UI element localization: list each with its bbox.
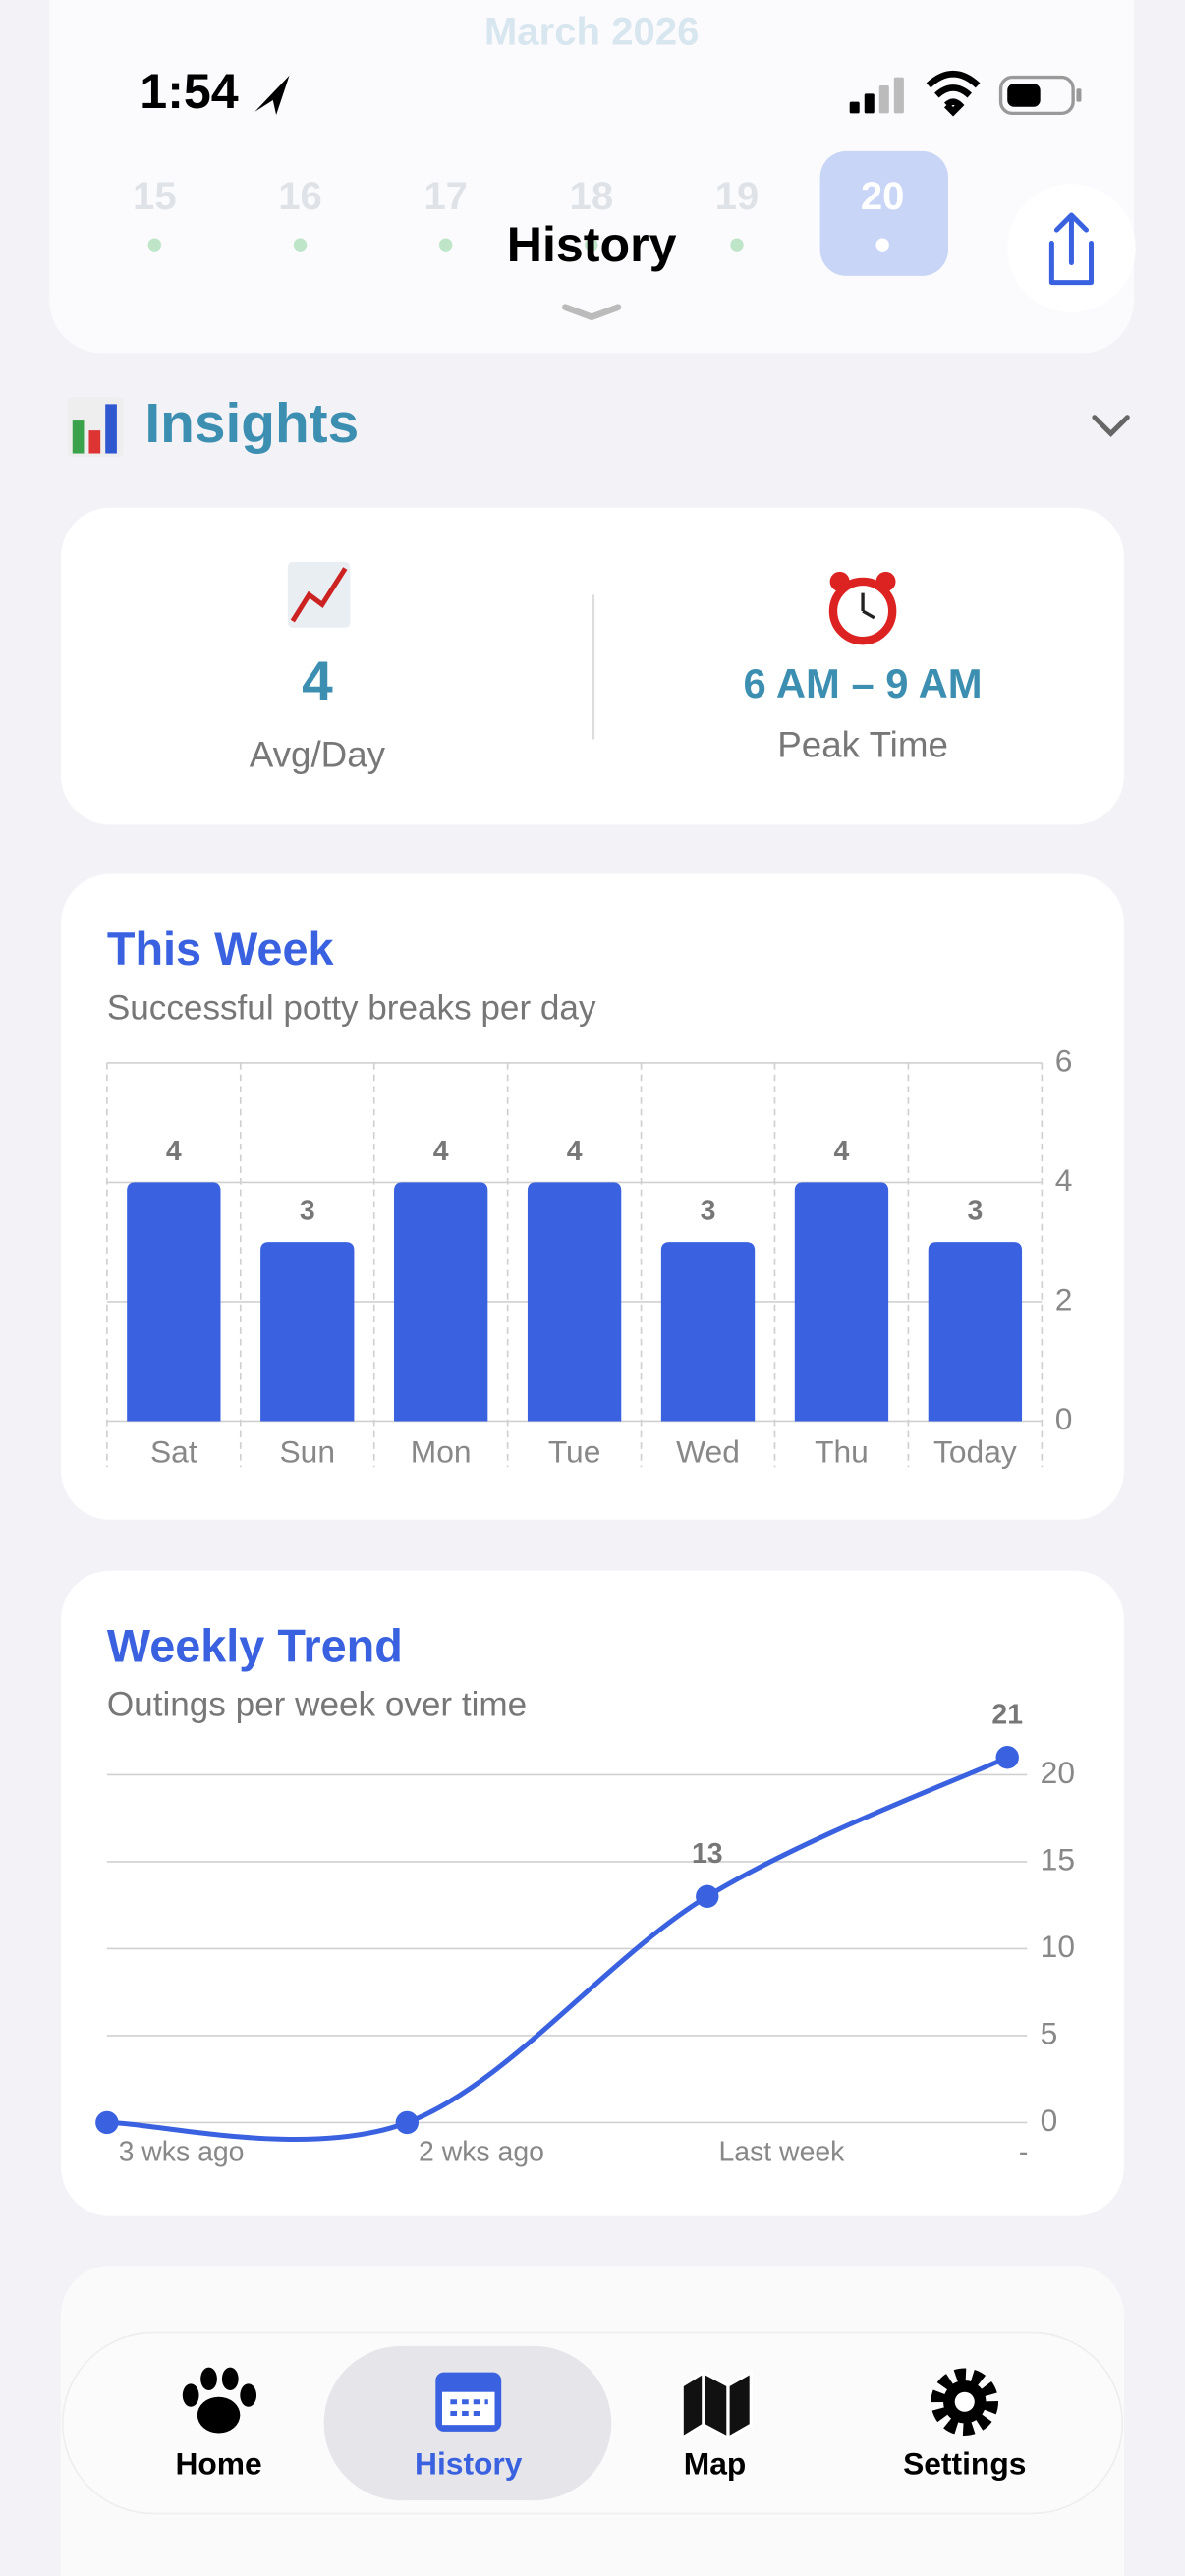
calendar-month: March 2026 bbox=[484, 10, 700, 54]
calendar-icon bbox=[435, 2372, 502, 2432]
y-tick-label: 0 bbox=[1041, 2102, 1058, 2138]
bar bbox=[794, 1182, 889, 1422]
paw-icon bbox=[182, 2367, 257, 2434]
y-tick-label: 10 bbox=[1041, 1929, 1075, 1964]
trend-card bbox=[61, 1570, 1124, 2216]
header-title: History bbox=[507, 217, 677, 272]
bar bbox=[260, 1242, 355, 1422]
trend-line bbox=[106, 1755, 1009, 2143]
chart-subtitle: Successful potty breaks per day bbox=[107, 989, 596, 1028]
collapse-handle[interactable] bbox=[562, 304, 622, 321]
calendar-dot bbox=[875, 238, 889, 252]
y-tick-label: 6 bbox=[1055, 1042, 1073, 1078]
x-tick-label: Thu bbox=[815, 1433, 869, 1469]
share-button[interactable] bbox=[1007, 184, 1136, 312]
calendar-dot bbox=[585, 238, 598, 252]
data-label: 13 bbox=[692, 1838, 723, 1870]
insights-toggle[interactable] bbox=[1092, 415, 1130, 438]
data-label: 3 bbox=[701, 1196, 716, 1227]
y-tick-label: 5 bbox=[1041, 2015, 1058, 2050]
calendar-day: 20 bbox=[861, 174, 905, 218]
bar bbox=[928, 1242, 1023, 1422]
data-label: 4 bbox=[567, 1136, 583, 1167]
x-tick-label: Tue bbox=[548, 1433, 601, 1469]
battery-icon bbox=[998, 75, 1082, 116]
y-tick-label: 20 bbox=[1041, 1755, 1075, 1790]
calendar-day: 17 bbox=[423, 174, 468, 218]
y-tick-label: 4 bbox=[1055, 1162, 1073, 1198]
x-tick-label: Sat bbox=[150, 1433, 198, 1469]
x-tick-label: 2 wks ago bbox=[419, 2137, 544, 2168]
x-tick-label: Wed bbox=[676, 1433, 740, 1469]
map-icon bbox=[680, 2369, 754, 2441]
point bbox=[696, 1884, 719, 1909]
tab-label[interactable]: History bbox=[415, 2445, 523, 2481]
y-tick-label: 15 bbox=[1041, 1841, 1075, 1876]
data-label: 3 bbox=[967, 1196, 983, 1227]
point bbox=[395, 2110, 420, 2135]
calendar-dot bbox=[438, 238, 453, 252]
tab-label[interactable]: Map bbox=[684, 2445, 747, 2481]
tab-label[interactable]: Home bbox=[175, 2445, 261, 2481]
signal-icon bbox=[849, 77, 904, 114]
selected-day bbox=[819, 150, 949, 276]
bar bbox=[660, 1242, 756, 1422]
wifi-icon bbox=[926, 70, 981, 117]
avg-value: 4 bbox=[302, 650, 333, 712]
insights-title: Insights bbox=[144, 393, 359, 455]
x-tick-label: 3 wks ago bbox=[119, 2137, 245, 2168]
chart-title: This Week bbox=[107, 924, 335, 975]
data-label: 4 bbox=[166, 1136, 182, 1167]
x-tick-label: - bbox=[1019, 2137, 1028, 2168]
data-label: 21 bbox=[991, 1699, 1023, 1730]
point bbox=[995, 1746, 1019, 1769]
gear-icon bbox=[931, 2368, 999, 2436]
calendar-day: 18 bbox=[570, 174, 614, 218]
x-tick-label: Today bbox=[933, 1433, 1017, 1469]
insights-icon bbox=[67, 397, 124, 457]
x-tick-label: Mon bbox=[411, 1433, 472, 1469]
data-label: 4 bbox=[433, 1136, 449, 1167]
calendar-dot bbox=[147, 238, 162, 252]
status-time: 1:54 bbox=[140, 64, 238, 119]
calendar-dot bbox=[293, 238, 308, 252]
clock-emoji bbox=[828, 571, 897, 645]
calendar-day: 16 bbox=[278, 174, 322, 218]
y-tick-label: 0 bbox=[1055, 1401, 1073, 1436]
calendar-day: 19 bbox=[715, 174, 760, 218]
bar bbox=[527, 1182, 622, 1422]
calendar-dot bbox=[730, 238, 744, 252]
location-icon bbox=[254, 75, 290, 116]
x-tick-label: Sun bbox=[279, 1433, 335, 1469]
peak-value: 6 AM – 9 AM bbox=[744, 660, 983, 706]
chart-subtitle: Outings per week over time bbox=[107, 1686, 527, 1724]
avg-label: Avg/Day bbox=[250, 735, 386, 775]
bar bbox=[394, 1182, 488, 1422]
data-label: 4 bbox=[834, 1136, 850, 1167]
point bbox=[95, 2110, 119, 2135]
bar bbox=[127, 1182, 221, 1422]
tab-label[interactable]: Settings bbox=[903, 2445, 1026, 2481]
x-tick-label: Last week bbox=[718, 2137, 845, 2168]
calendar-day: 15 bbox=[133, 174, 177, 218]
chart-title: Weekly Trend bbox=[107, 1620, 403, 1671]
peak-label: Peak Time bbox=[777, 725, 948, 765]
y-tick-label: 2 bbox=[1055, 1281, 1073, 1316]
data-label: 3 bbox=[300, 1196, 315, 1227]
chart-emoji bbox=[287, 561, 351, 628]
